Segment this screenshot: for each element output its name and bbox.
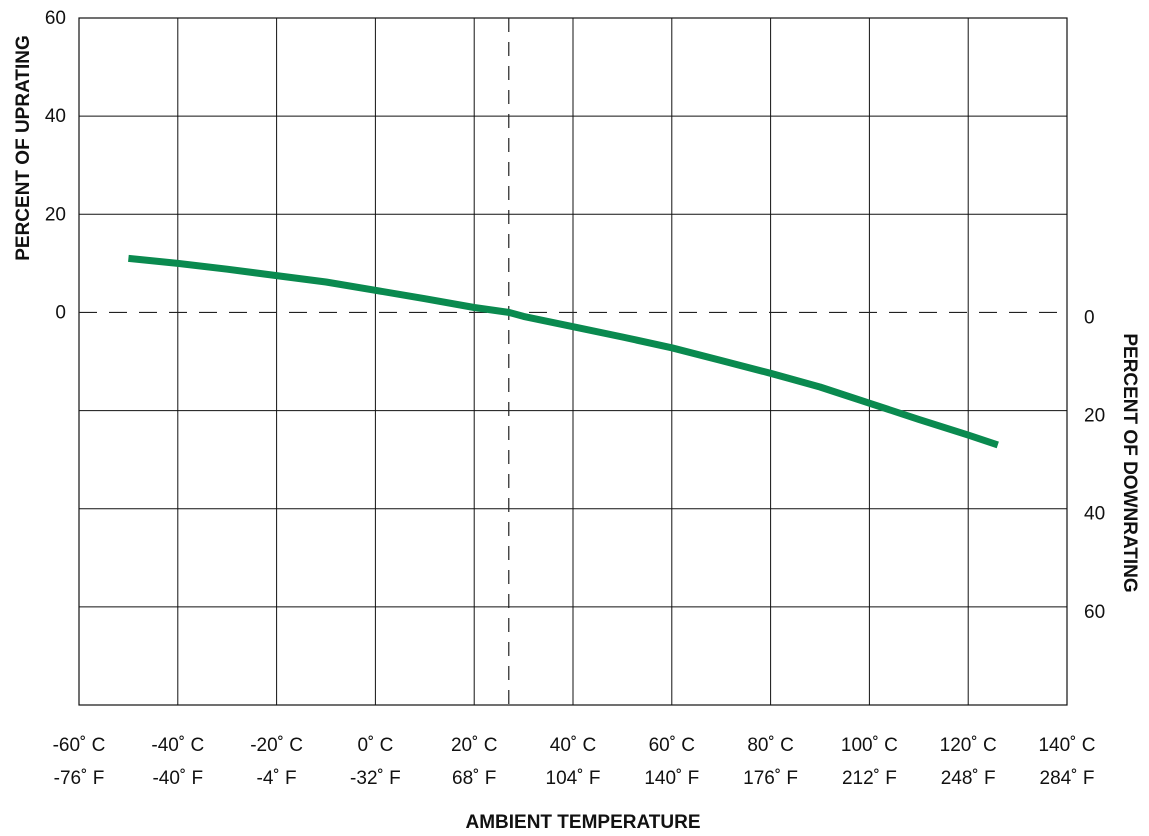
- grid-lines: [78, 17, 1068, 706]
- x-tick-label-celsius: 60˚ C: [649, 735, 695, 756]
- x-axis-title: AMBIENT TEMPERATURE: [465, 812, 700, 833]
- x-tick-label-fahrenheit: -40˚ F: [152, 768, 203, 789]
- series-group: [128, 254, 999, 449]
- x-tick-label-celsius: -20˚ C: [250, 735, 303, 756]
- x-tick-label-celsius: -40˚ C: [151, 735, 204, 756]
- x-tick-labels: -60˚ C -76˚ F -40˚ C -40˚ F -20˚ C -4˚ F 0˚ C -…: [53, 735, 1096, 789]
- y-tick-labels: 60 40 20 0 0 20 40 60: [45, 8, 1105, 623]
- x-tick-label-celsius: 0˚ C: [357, 735, 393, 756]
- y-axis-title-left: PERCENT OF UPRATING: [13, 35, 34, 261]
- x-tick-label-celsius: 140˚ C: [1038, 735, 1095, 756]
- x-tick-label-fahrenheit: -32˚ F: [350, 768, 401, 789]
- x-tick-label-fahrenheit: 284˚ F: [1040, 768, 1095, 789]
- y-tick-label-right: 60: [1084, 602, 1105, 623]
- x-tick-label-fahrenheit: 248˚ F: [941, 768, 996, 789]
- x-tick-label-fahrenheit: -76˚ F: [54, 768, 105, 789]
- y-tick-label-right: 0: [1084, 307, 1095, 328]
- x-tick-label-fahrenheit: -4˚ F: [257, 768, 297, 789]
- x-tick-label-celsius: 100˚ C: [841, 735, 898, 756]
- x-tick-label-celsius: 20˚ C: [451, 735, 497, 756]
- y-tick-label-right: 20: [1084, 406, 1105, 427]
- x-tick-label-fahrenheit: 140˚ F: [644, 768, 699, 789]
- series-line: [128, 254, 999, 449]
- x-tick-label-celsius: 120˚ C: [940, 735, 997, 756]
- x-tick-label-celsius: 40˚ C: [550, 735, 596, 756]
- y-tick-label-left: 20: [45, 204, 66, 225]
- x-tick-label-fahrenheit: 176˚ F: [743, 768, 798, 789]
- y-tick-label-left: 40: [45, 106, 66, 127]
- y-axis-title-right: PERCENT OF DOWNRATING: [1119, 333, 1140, 592]
- y-tick-label-left: 60: [45, 8, 66, 29]
- x-tick-label-celsius: 80˚ C: [747, 735, 793, 756]
- x-tick-label-celsius: -60˚ C: [53, 735, 106, 756]
- y-tick-label-left: 0: [55, 302, 66, 323]
- x-tick-label-fahrenheit: 68˚ F: [452, 768, 496, 789]
- x-tick-label-fahrenheit: 212˚ F: [842, 768, 897, 789]
- reference-lines: [79, 18, 1067, 705]
- y-tick-label-right: 40: [1084, 504, 1105, 525]
- x-tick-label-fahrenheit: 104˚ F: [546, 768, 601, 789]
